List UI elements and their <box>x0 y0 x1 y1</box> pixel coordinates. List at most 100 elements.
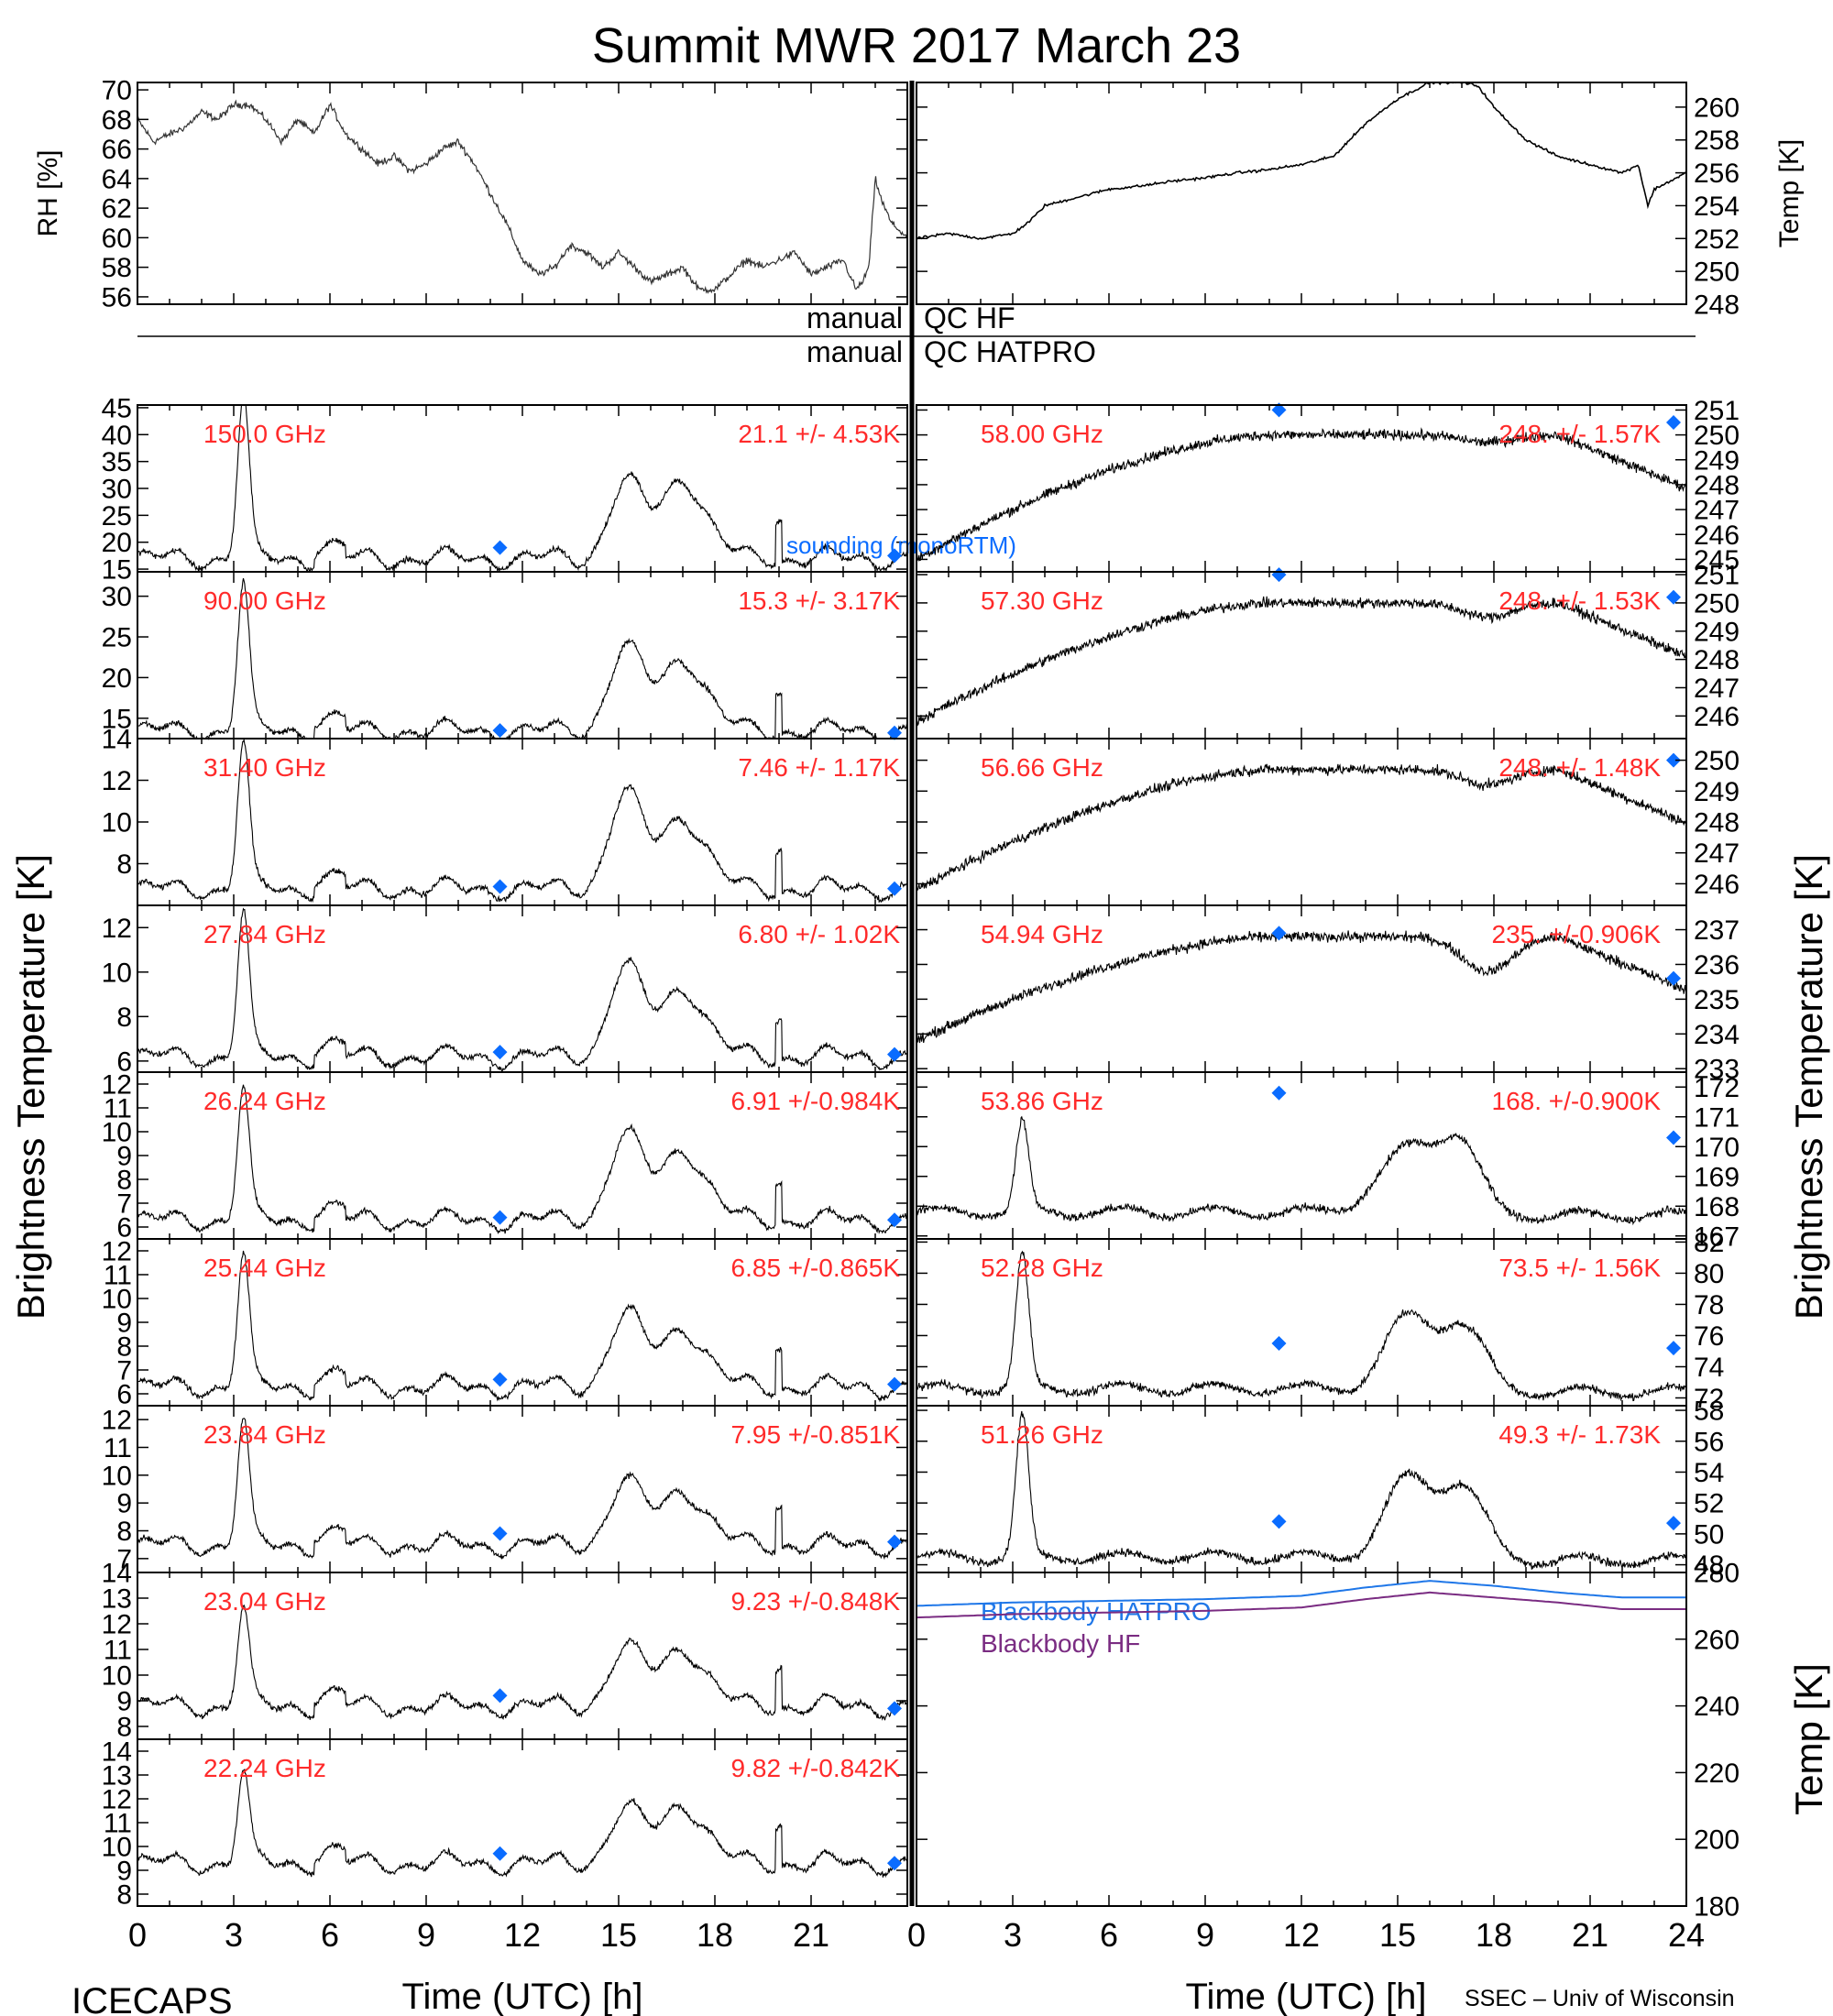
y-tick-label: 78 <box>1694 1290 1724 1320</box>
y-tick-label: 247 <box>1694 496 1740 526</box>
y-tick-label: 248 <box>1694 645 1740 675</box>
y-tick-label: 48 <box>1694 1550 1724 1581</box>
y-tick-label: 10 <box>102 1461 132 1491</box>
blackbody-legend-1: Blackbody HF <box>981 1629 1140 1658</box>
qc-hf-left-label: manual <box>807 301 903 334</box>
freq-label: 23.04 GHz <box>203 1587 326 1616</box>
bt-trace <box>137 1250 908 1403</box>
qc-hf-right-label: QC HF <box>924 301 1015 334</box>
y-tick-label: 260 <box>1694 1625 1740 1655</box>
y-tick-label: 240 <box>1694 1692 1740 1722</box>
y-tick-label: 236 <box>1694 950 1740 981</box>
y-tick-label: 30 <box>102 582 132 612</box>
freq-label: 150.0 GHz <box>203 420 326 448</box>
y-tick-label: 6 <box>116 1046 132 1077</box>
freq-label: 54.94 GHz <box>981 920 1103 948</box>
temp-y-label: Temp [K] <box>1774 139 1805 247</box>
y-tick-label: 172 <box>1694 1073 1740 1103</box>
y-tick-label: 60 <box>102 224 132 254</box>
x-tick-label-right: 15 <box>1379 1916 1416 1954</box>
temp-line <box>916 82 1687 240</box>
y-tick-label: 168 <box>1694 1192 1740 1222</box>
y-tick-label: 250 <box>1694 257 1740 288</box>
stats-label: 7.95 +/-0.851K <box>731 1420 901 1449</box>
y-tick-label: 20 <box>102 663 132 694</box>
x-tick-label-left: 0 <box>128 1916 147 1954</box>
y-tick-label: 249 <box>1694 445 1740 476</box>
y-tick-label: 7 <box>116 1356 132 1386</box>
bt-trace <box>137 577 908 740</box>
y-tick-label: 248 <box>1694 290 1740 321</box>
y-tick-label: 52 <box>1694 1489 1724 1519</box>
bt-frame <box>137 1738 908 1907</box>
y-tick-label: 56 <box>102 282 132 312</box>
sonde-marker <box>1271 1335 1287 1351</box>
y-tick-label: 15 <box>102 555 132 586</box>
y-tick-label: 30 <box>102 475 132 505</box>
y-tick-label: 246 <box>1694 870 1740 900</box>
y-tick-label: 74 <box>1694 1353 1724 1383</box>
bt-trace <box>916 1115 1687 1226</box>
bt-trace <box>137 1418 908 1561</box>
y-tick-label: 171 <box>1694 1102 1740 1133</box>
y-tick-label: 11 <box>104 1094 132 1124</box>
blackbody-line-1 <box>916 1591 1686 1619</box>
y-tick-label: 62 <box>102 194 132 225</box>
bt-panel-left-1: 15 20 25 30 90.00 GHz 15.3 +/- 3.17K <box>102 572 908 740</box>
x-tick-label-left: 15 <box>600 1916 637 1954</box>
y-tick-label: 12 <box>102 1070 132 1101</box>
sonde-marker <box>887 1376 902 1392</box>
sonde-marker <box>492 1846 508 1861</box>
sonde-marker <box>887 1856 902 1871</box>
stats-label: 248. +/- 1.48K <box>1498 753 1661 782</box>
y-tick-label: 20 <box>102 528 132 558</box>
stats-label: 248. +/- 1.57K <box>1498 420 1661 448</box>
stats-label: 15.3 +/- 3.17K <box>738 586 900 615</box>
y-tick-label: 233 <box>1694 1055 1740 1085</box>
freq-label: 58.00 GHz <box>981 420 1103 448</box>
y-tick-label: 13 <box>102 1584 132 1615</box>
y-tick-label: 45 <box>102 393 132 423</box>
y-tick-label: 252 <box>1694 225 1740 255</box>
freq-label: 57.30 GHz <box>981 586 1103 615</box>
stats-label: 6.91 +/-0.984K <box>731 1087 901 1115</box>
sonde-marker <box>1271 1514 1287 1529</box>
sonde-marker <box>887 1046 902 1062</box>
y-tick-label: 70 <box>102 76 132 106</box>
bt-trace <box>916 427 1687 562</box>
y-tick-label: 235 <box>1694 985 1740 1015</box>
y-tick-label: 12 <box>102 1406 132 1436</box>
y-tick-label: 250 <box>1694 588 1740 619</box>
bt-trace <box>137 1084 908 1235</box>
stats-label: 7.46 +/- 1.17K <box>738 753 900 782</box>
stats-label: 248. +/- 1.53K <box>1498 586 1661 615</box>
sonde-marker <box>492 540 508 555</box>
x-tick-label-right: 9 <box>1196 1916 1214 1954</box>
y-tick-label: 72 <box>1694 1384 1724 1414</box>
y-tick-label: 12 <box>102 1237 132 1267</box>
y-tick-label: 200 <box>1694 1825 1740 1856</box>
y-tick-label: 56 <box>1694 1427 1724 1457</box>
x-tick-label-left: 9 <box>417 1916 435 1954</box>
y-tick-label: 13 <box>102 1761 132 1791</box>
y-tick-label: 14 <box>102 1559 132 1589</box>
y-tick-label: 248 <box>1694 808 1740 838</box>
y-tick-label: 10 <box>102 958 132 988</box>
y-tick-label: 245 <box>1694 545 1740 575</box>
y-tick-label: 251 <box>1694 561 1740 591</box>
y-tick-label: 12 <box>102 1610 132 1640</box>
sonde-marker <box>887 1701 902 1716</box>
y-tick-label: 246 <box>1694 520 1740 551</box>
y-tick-label: 9 <box>116 1489 132 1519</box>
left-y-axis-label: Brightness Temperature [K] <box>9 854 52 1320</box>
y-tick-label: 249 <box>1694 617 1740 647</box>
freq-label: 31.40 GHz <box>203 753 326 782</box>
y-tick-label: 10 <box>102 1285 132 1315</box>
x-tick-label-left: 18 <box>697 1916 733 1954</box>
x-tick-label-left: 3 <box>225 1916 243 1954</box>
y-tick-label: 80 <box>1694 1259 1724 1289</box>
